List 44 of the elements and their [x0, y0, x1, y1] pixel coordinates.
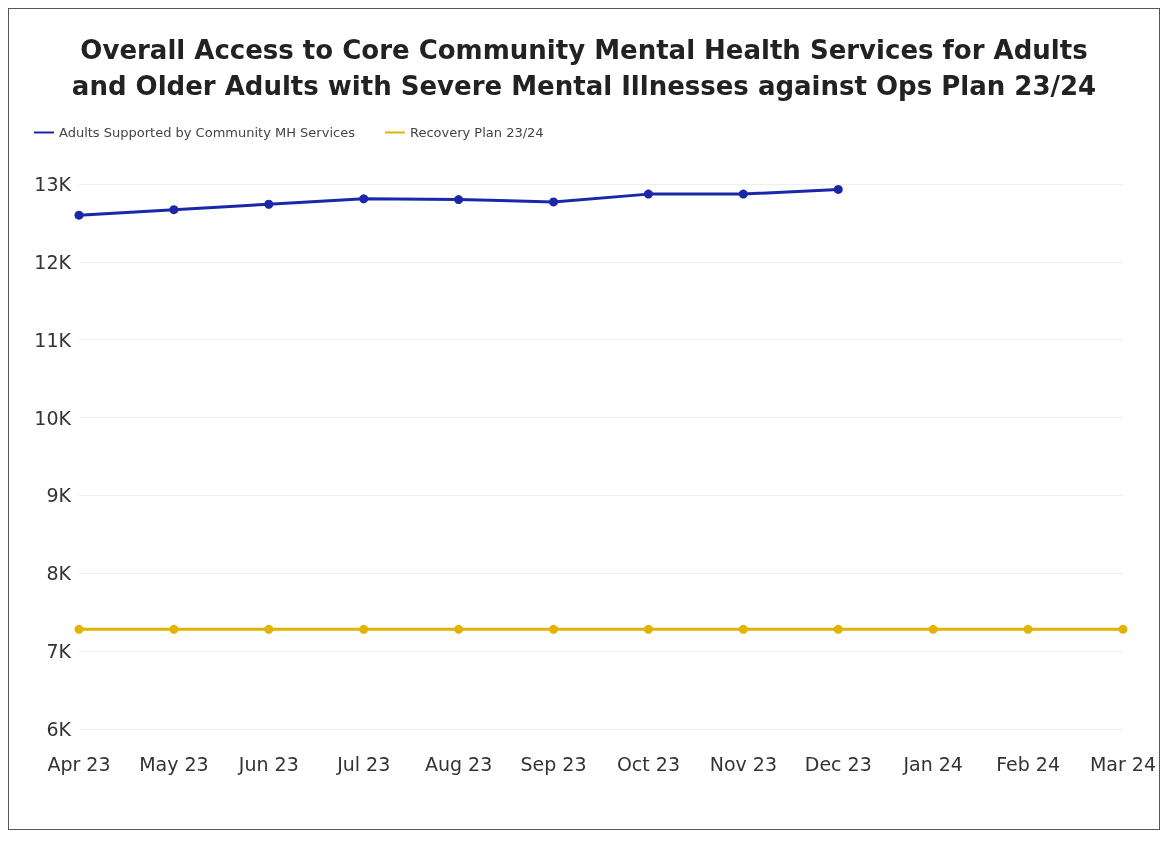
point	[549, 624, 559, 634]
y-tick-label: 7K	[46, 640, 72, 663]
legend-label: Adults Supported by Community MH Services	[59, 125, 356, 140]
y-tick-label: 12K	[34, 250, 72, 273]
point	[74, 624, 84, 634]
point	[454, 195, 464, 205]
x-tick-label: Dec 23	[804, 752, 872, 775]
point	[1023, 624, 1033, 634]
point	[359, 624, 369, 634]
x-tick-label: Oct 23	[616, 752, 680, 775]
point	[928, 624, 938, 634]
x-tick-label: Jul 23	[336, 752, 391, 775]
y-tick-label: 9K	[46, 484, 72, 507]
point	[454, 624, 464, 634]
y-tick-label: 13K	[34, 173, 72, 195]
point	[833, 184, 843, 194]
chart-title: Overall Access to Core Community Mental Health Services for Adults and Older Adults with Severe Mental Illnesses against Ops Plan 23/24	[71, 35, 1097, 101]
point	[169, 205, 179, 215]
point	[74, 210, 84, 220]
x-tick-label: Feb 24	[996, 752, 1060, 775]
x-tick-label: Jan 24	[902, 752, 963, 775]
y-tick-label: 8K	[46, 562, 72, 585]
y-tick-label: 10K	[34, 406, 72, 429]
x-tick-label: Jun 23	[237, 752, 299, 775]
x-tick-label: Sep 23	[520, 752, 587, 775]
y-tick-label: 6K	[46, 718, 72, 740]
legend-label: Recovery Plan 23/24	[409, 125, 544, 140]
point	[1118, 624, 1128, 634]
x-tick-label: Mar 24	[1089, 752, 1157, 775]
x-tick-label: Aug 23	[424, 752, 493, 775]
point	[738, 189, 748, 199]
x-tick-label: Apr 23	[47, 752, 111, 775]
point	[264, 199, 274, 209]
point	[643, 189, 653, 199]
point	[643, 624, 653, 634]
x-tick-label: May 23	[139, 752, 209, 775]
point	[359, 194, 369, 204]
point	[169, 624, 179, 634]
point	[549, 197, 559, 207]
point	[264, 624, 274, 634]
point	[833, 624, 843, 634]
point	[738, 624, 748, 634]
y-tick-label: 11K	[34, 328, 72, 351]
x-tick-label: Nov 23	[709, 752, 777, 775]
